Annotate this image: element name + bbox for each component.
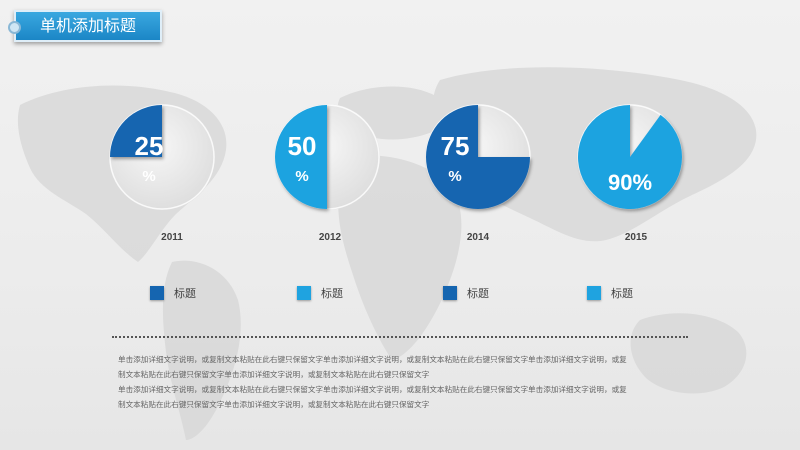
title-tab: 单机添加标题 [8,10,162,42]
legend-swatch [297,286,311,300]
body-text: 单击添加详细文字说明，或复制文本粘贴在此右键只保留文字单击添加详细文字说明，或复… [118,352,688,412]
title-text: 单机添加标题 [39,16,136,35]
value-label: 75 [441,131,470,161]
legend-label: 标题 [321,287,343,300]
legend-label: 标题 [467,287,489,300]
body-line: 单击添加详细文字说明，或复制文本粘贴在此右键只保留文字单击添加详细文字说明，或复… [118,355,627,364]
pie-2012: 50% [274,104,380,210]
pie-2015: 90% [577,104,683,210]
pie-slice [578,105,682,209]
value-label: 25 [135,131,164,161]
year-label: 2015 [624,232,648,243]
year-label: 2012 [318,232,342,243]
year-label: 2014 [466,232,490,243]
pie-slice [426,105,530,209]
dotted-divider [112,336,688,338]
legend-label: 标题 [174,287,196,300]
year-label: 2011 [161,232,183,243]
unit-label: % [295,168,308,185]
value-label: 50 [288,131,317,161]
pie-slice [275,105,327,209]
legend-swatch [443,286,457,300]
unit-label: % [142,168,155,185]
body-line: 单击添加详细文字说明，或复制文本粘贴在此右键只保留文字单击添加详细文字说明，或复… [118,385,627,394]
unit-label: % [448,168,461,185]
body-line: 制文本粘贴在此右键只保留文字单击添加详细文字说明，或复制文本粘贴在此右键只保留文… [118,400,430,409]
legend-swatch [150,286,164,300]
body-line: 制文本粘贴在此右键只保留文字单击添加详细文字说明，或复制文本粘贴在此右键只保留文… [118,370,430,379]
legend-swatch [587,286,601,300]
pie-slice [110,105,162,157]
pie-2014: 75% [425,104,531,210]
pie-2011: 25% [109,104,215,210]
value-label: 90% [608,170,652,195]
legend-label: 标题 [611,287,633,300]
